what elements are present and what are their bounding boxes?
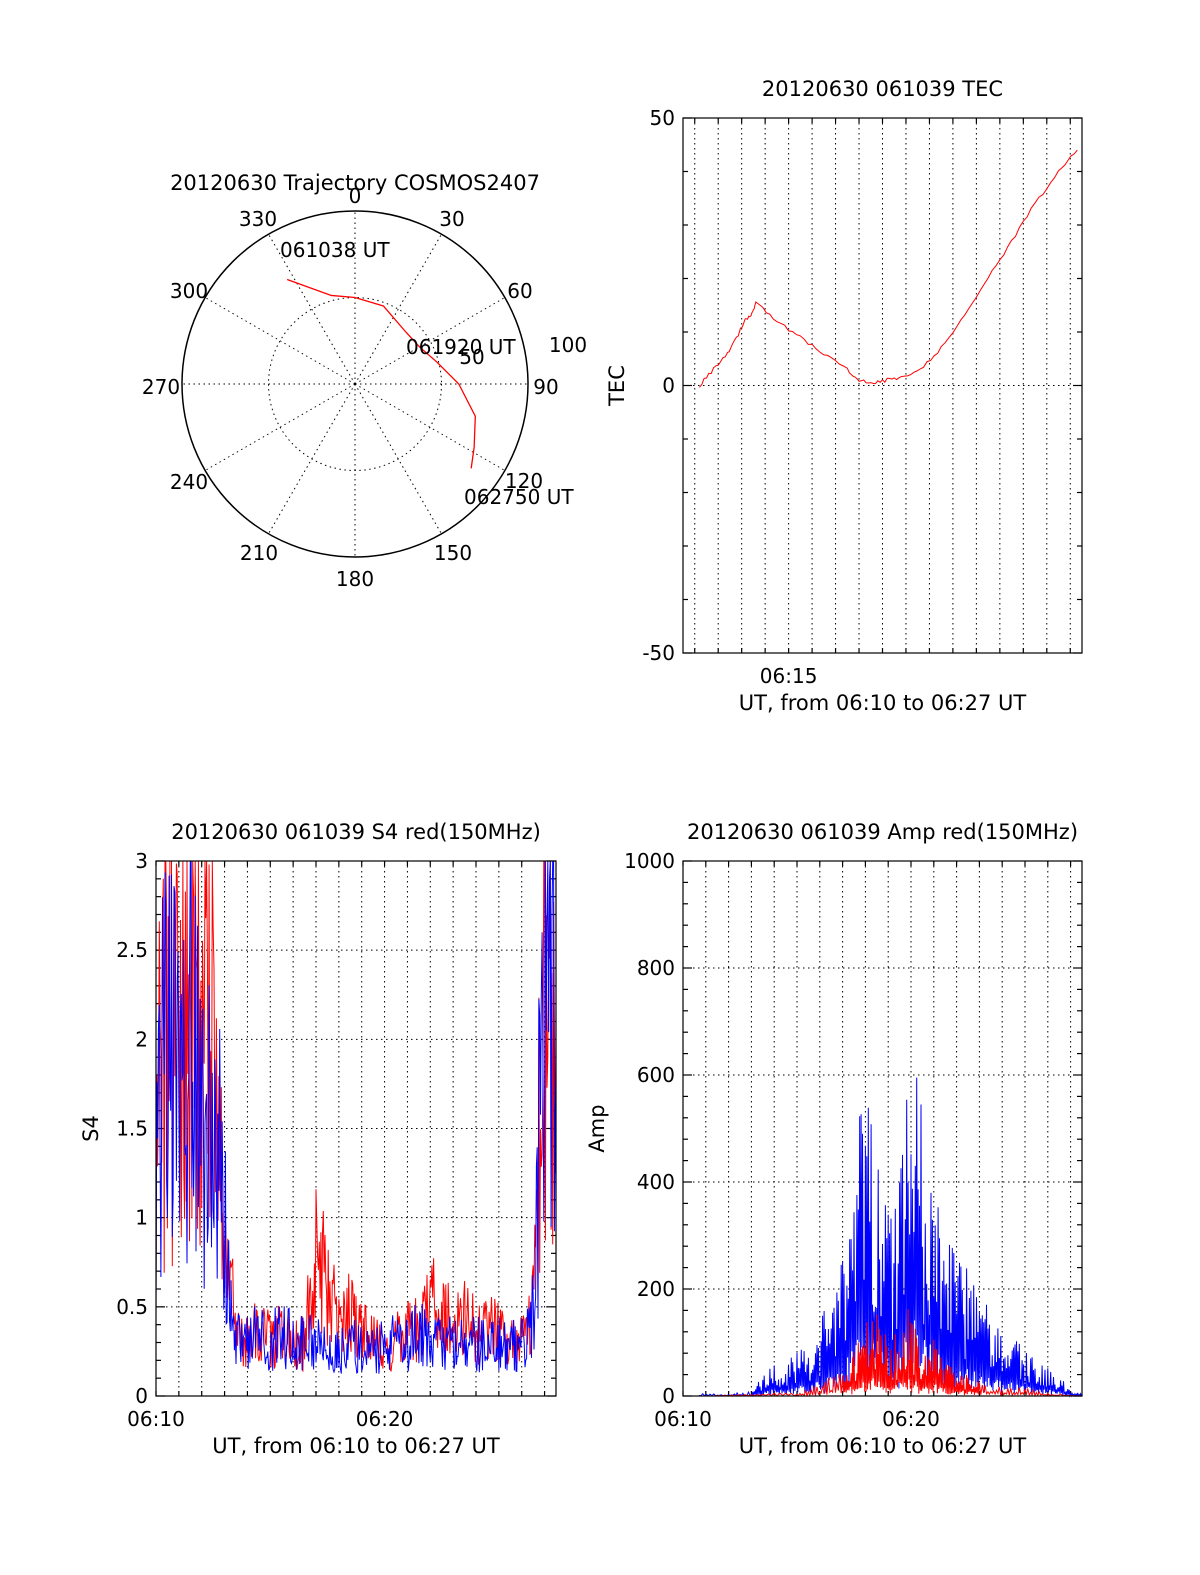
chart-title: 20120630 061039 Amp red(150MHz): [687, 820, 1078, 844]
plot-frame: [155, 860, 557, 1397]
polar-angle-label: 180: [336, 567, 374, 591]
y-tick-label: 800: [637, 956, 675, 980]
y-axis-label: S4: [79, 1115, 103, 1142]
y-tick-label: 600: [637, 1063, 675, 1087]
y-tick-label: 0: [662, 1384, 675, 1408]
x-tick-label: 06:10: [127, 1407, 185, 1431]
polar-angle-label: 210: [240, 541, 278, 565]
y-tick-label: 1000: [624, 849, 675, 873]
polar-angle-label: 330: [239, 207, 277, 231]
y-tick-label: 2.5: [116, 938, 148, 962]
polar-angle-label: 0: [349, 184, 362, 208]
y-tick-label: 0.5: [116, 1295, 148, 1319]
polar-angle-label: 300: [170, 279, 208, 303]
plot-frame: [682, 117, 1083, 654]
series-line: [698, 1077, 1083, 1398]
polar-angle-label: 240: [170, 470, 208, 494]
x-tick-label: 06:15: [760, 664, 818, 688]
polar-angle-label: 270: [142, 375, 180, 399]
polar-grid-spoke: [354, 233, 442, 385]
x-axis-label: UT, from 06:10 to 06:27 UT: [739, 691, 1027, 715]
polar-grid-spoke: [268, 233, 356, 385]
polar-angle-label: 90: [533, 375, 558, 399]
y-axis-label: Amp: [585, 1104, 609, 1152]
annotation-start: 061038 UT: [280, 238, 390, 262]
x-tick-label: 06:10: [654, 1407, 712, 1431]
y-tick-label: 1.5: [116, 1117, 148, 1141]
plot-frame: [682, 860, 1083, 1397]
x-tick-label: 06:20: [882, 1407, 940, 1431]
polar-grid-spoke: [354, 383, 506, 471]
y-tick-label: 3: [135, 849, 148, 873]
y-tick-label: 0: [135, 1384, 148, 1408]
polar-grid-spoke: [268, 383, 356, 535]
series-line: [699, 1309, 1082, 1398]
polar-grid-spoke: [204, 383, 356, 471]
polar-title: 20120630 Trajectory COSMOS2407: [170, 171, 540, 195]
polar-radius-label: 100: [549, 333, 587, 357]
trajectory-line: [286, 278, 476, 469]
polar-angle-label: 60: [507, 279, 532, 303]
y-tick-label: 2: [135, 1027, 148, 1051]
x-tick-label: 06:20: [356, 1407, 414, 1431]
y-tick-label: 1: [135, 1206, 148, 1230]
series-line: [155, 860, 557, 1372]
x-axis-label: UT, from 06:10 to 06:27 UT: [739, 1434, 1027, 1458]
y-tick-label: 50: [650, 106, 675, 130]
series-line: [699, 149, 1078, 388]
series-line: [155, 860, 557, 1374]
chart-title: 20120630 061039 S4 red(150MHz): [171, 820, 541, 844]
annotation-end: 062750 UT: [464, 485, 574, 509]
polar-angle-label: 120: [505, 469, 543, 493]
polar-angle-label: 30: [439, 207, 464, 231]
polar-grid-spoke: [204, 297, 356, 385]
polar-angle-label: 150: [434, 541, 472, 565]
annotation-mid: 061920 UT: [406, 335, 516, 359]
polar-grid-spoke: [354, 297, 506, 385]
y-tick-label: 400: [637, 1170, 675, 1194]
chart-title: 20120630 061039 TEC: [762, 77, 1003, 101]
y-tick-label: -50: [642, 641, 675, 665]
y-tick-label: 200: [637, 1277, 675, 1301]
polar-radius-label: 50: [459, 345, 484, 369]
polar-grid-spoke: [354, 383, 442, 535]
x-axis-label: UT, from 06:10 to 06:27 UT: [212, 1434, 500, 1458]
polar-outer-circle: [181, 210, 529, 558]
y-tick-label: 0: [662, 374, 675, 398]
y-axis-label: TEC: [605, 365, 629, 407]
